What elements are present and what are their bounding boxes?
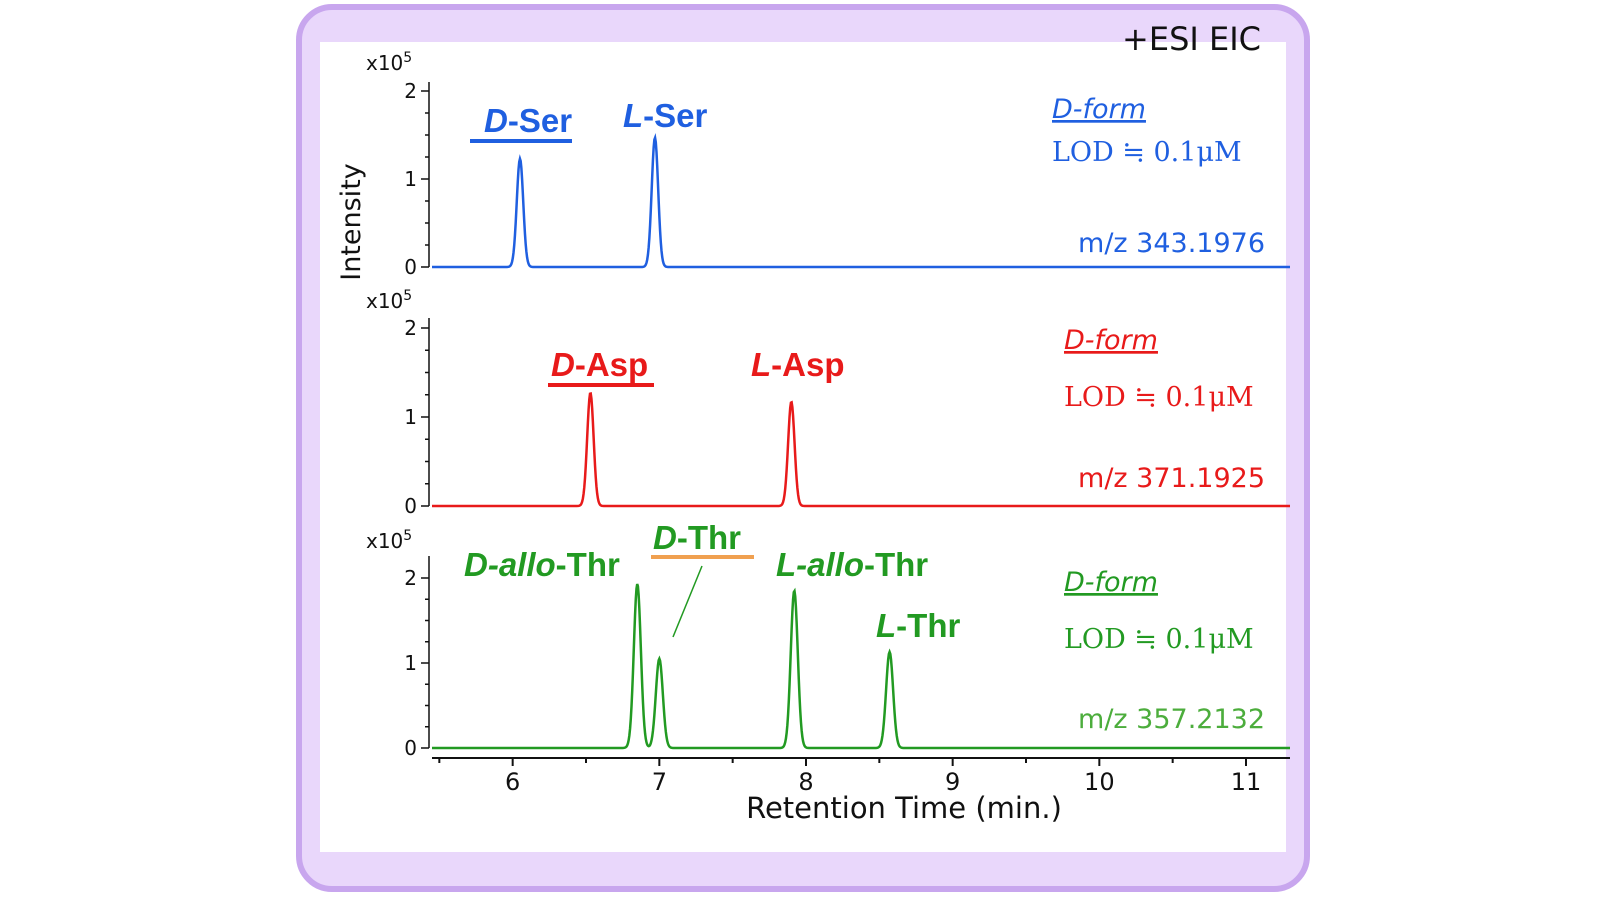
x-axis-label: Retention Time (min.) bbox=[746, 791, 1062, 825]
y-multiplier: x105 bbox=[366, 288, 412, 313]
l-allo-thr-label: L-allo-Thr bbox=[776, 546, 928, 583]
x-ticks: 6 7 8 9 10 11 bbox=[438, 758, 1262, 796]
l-ser-label: L-Ser bbox=[623, 97, 708, 134]
d-form-label: D-form bbox=[1064, 567, 1158, 598]
l-asp-label: L-Asp bbox=[751, 346, 845, 383]
x-tick-label: 7 bbox=[652, 768, 667, 796]
mz-label: m/z 357.2132 bbox=[1078, 704, 1265, 735]
x-tick-label: 10 bbox=[1084, 768, 1115, 796]
y-tick-label: 1 bbox=[404, 167, 417, 191]
y-ticks: 0 1 2 bbox=[404, 79, 429, 279]
x-tick-label: 9 bbox=[945, 768, 960, 796]
panel-thr: x105 0 1 2 D-Thr D-allo-Thr L-allo-Thr L-T… bbox=[366, 519, 1290, 760]
y-multiplier: x105 bbox=[366, 528, 412, 553]
x-tick-label: 6 bbox=[505, 768, 520, 796]
y-tick-label: 2 bbox=[404, 79, 417, 103]
d-allo-thr-label: D-allo-Thr bbox=[464, 546, 620, 583]
mz-label: m/z 343.1976 bbox=[1078, 228, 1265, 259]
y-tick-label: 1 bbox=[404, 651, 417, 675]
d-thr-pointer bbox=[672, 565, 703, 638]
panel-ser: x105 012 D-Ser L-Ser D-form LOD ≒ 0.1μM … bbox=[366, 50, 1290, 279]
d-form-label: D-form bbox=[1064, 325, 1158, 356]
plot-panel bbox=[320, 42, 1286, 852]
y-ticks: 0 1 2 bbox=[404, 316, 429, 518]
y-ticks: 0 1 2 bbox=[404, 566, 429, 760]
y-tick-label: 0 bbox=[404, 494, 417, 518]
y-tick-label: 0 bbox=[404, 736, 417, 760]
y-tick-label: 2 bbox=[404, 316, 417, 340]
ion-mode-label: +ESI EIC bbox=[1122, 20, 1261, 58]
lod-label: LOD ≒ 0.1μM bbox=[1064, 382, 1254, 413]
lod-label: LOD ≒ 0.1μM bbox=[1064, 624, 1254, 655]
x-tick-label: 8 bbox=[798, 768, 813, 796]
y-tick-label: 0 bbox=[404, 255, 417, 279]
y-axis-label: Intensity bbox=[336, 163, 367, 281]
mz-label: m/z 371.1925 bbox=[1078, 463, 1265, 494]
ser-trace bbox=[432, 132, 1290, 269]
d-asp-label: D-Asp bbox=[551, 346, 648, 383]
lod-label: LOD ≒ 0.1μM bbox=[1052, 137, 1242, 168]
d-form-label: D-form bbox=[1052, 94, 1146, 125]
d-ser-label: D-Ser bbox=[484, 102, 572, 139]
x-tick-label: 11 bbox=[1231, 768, 1262, 796]
y-tick-label: 1 bbox=[404, 405, 417, 429]
panel-asp: x105 012 D-Asp L-Asp D-form LOD ≒ 0.1μM … bbox=[366, 288, 1290, 518]
d-thr-label: D-Thr bbox=[653, 519, 741, 556]
y-multiplier: x105 bbox=[366, 50, 412, 75]
l-thr-label: L-Thr bbox=[876, 607, 960, 644]
thr-trace bbox=[432, 583, 1290, 750]
y-tick-label: 2 bbox=[404, 566, 417, 590]
asp-trace bbox=[432, 391, 1290, 508]
